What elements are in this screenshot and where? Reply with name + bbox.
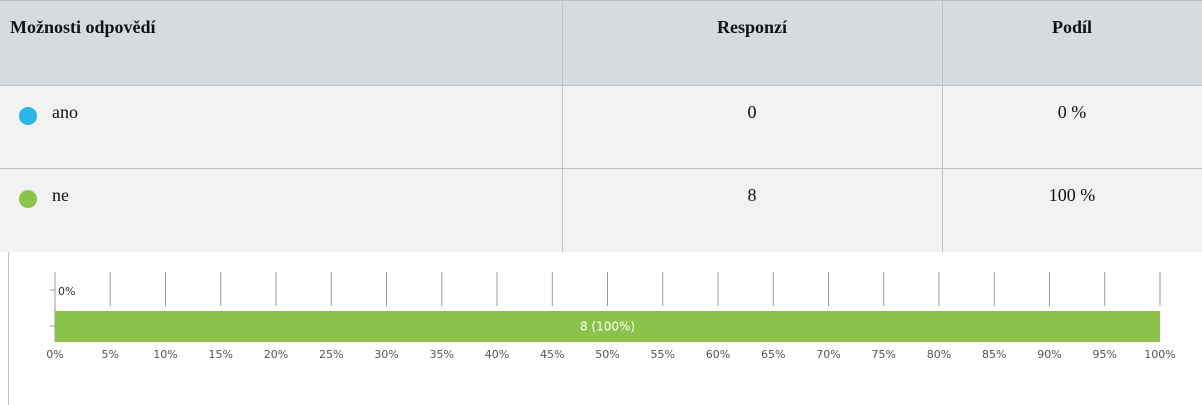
table-cell: ne [0, 168, 562, 252]
x-tick-label: 55% [651, 348, 675, 361]
x-tick-label: 0% [46, 348, 63, 361]
header-cell: Responzí [562, 0, 942, 85]
x-tick-label: 40% [485, 348, 509, 361]
x-tick-label: 80% [927, 348, 951, 361]
x-tick-label: 70% [816, 348, 840, 361]
table-cell: 100 % [942, 168, 1202, 252]
table-cell: ano [0, 85, 562, 168]
x-tick-label: 5% [102, 348, 119, 361]
column-separator [562, 0, 563, 252]
x-tick-label: 10% [153, 348, 177, 361]
column-separator [942, 0, 943, 252]
value-label: 8 (100%) [580, 320, 635, 334]
left-border [8, 252, 9, 405]
x-tick-label: 50% [595, 348, 619, 361]
x-tick-label: 35% [430, 348, 454, 361]
bar-segment [55, 311, 1160, 342]
legend-dot [19, 190, 37, 208]
x-tick-label: 90% [1037, 348, 1061, 361]
x-tick-label: 45% [540, 348, 564, 361]
x-tick-label: 25% [319, 348, 343, 361]
table-cell: 0 % [942, 85, 1202, 168]
x-tick-label: 85% [982, 348, 1006, 361]
table-cell: 0 [562, 85, 942, 168]
x-tick-label: 75% [872, 348, 896, 361]
x-tick-label: 95% [1093, 348, 1117, 361]
x-tick-label: 65% [761, 348, 785, 361]
table-cell: 8 [562, 168, 942, 252]
legend-dot [19, 107, 37, 125]
x-tick-label: 60% [706, 348, 730, 361]
value-label: 0% [58, 285, 75, 298]
x-tick-label: 15% [209, 348, 233, 361]
chart: 0% 5% 10% 15% 20% 25% 30% 35% 40% 45% 50% 55% 60% 65%… [46, 272, 1176, 361]
x-tick-label: 30% [374, 348, 398, 361]
x-tick-label: 20% [264, 348, 288, 361]
header-cell: Podíl [942, 0, 1202, 85]
header-cell: Možnosti odpovědí [0, 0, 562, 85]
x-tick-label: 100% [1144, 348, 1175, 361]
